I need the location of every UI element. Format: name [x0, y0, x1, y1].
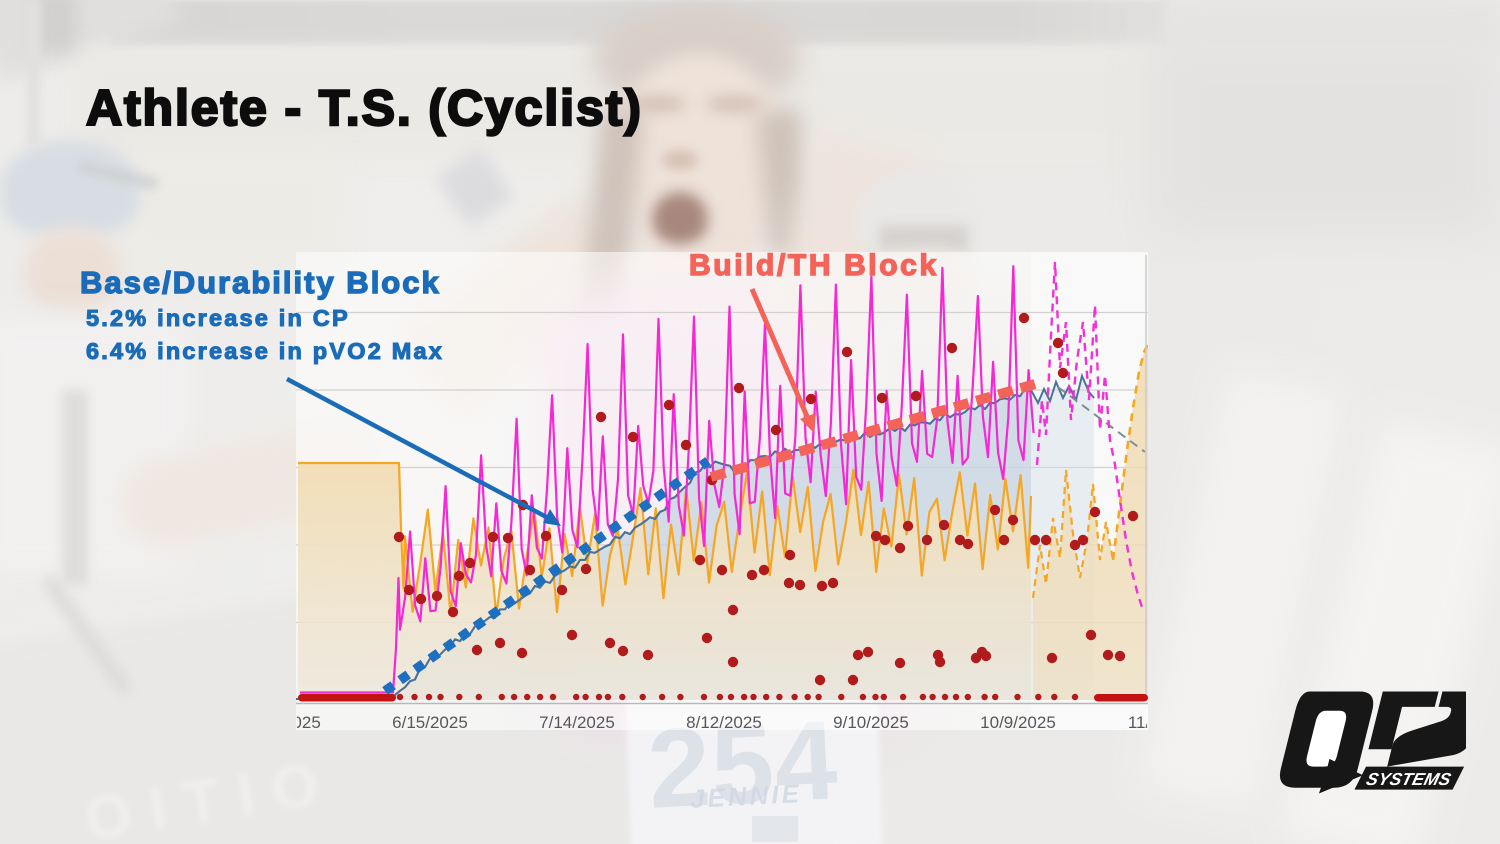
svg-text:9/10/2025: 9/10/2025: [833, 713, 909, 732]
svg-text:7/14/2025: 7/14/2025: [539, 713, 615, 732]
svg-text:10/9/2025: 10/9/2025: [980, 713, 1056, 732]
svg-text:5/17/2025: 5/17/2025: [245, 713, 321, 732]
svg-text:6/15/2025: 6/15/2025: [392, 713, 468, 732]
svg-text:11/7/2025: 11/7/2025: [1128, 713, 1202, 732]
svg-text:8/12/2025: 8/12/2025: [686, 713, 762, 732]
svg-text:SYSTEMS: SYSTEMS: [1364, 769, 1453, 789]
